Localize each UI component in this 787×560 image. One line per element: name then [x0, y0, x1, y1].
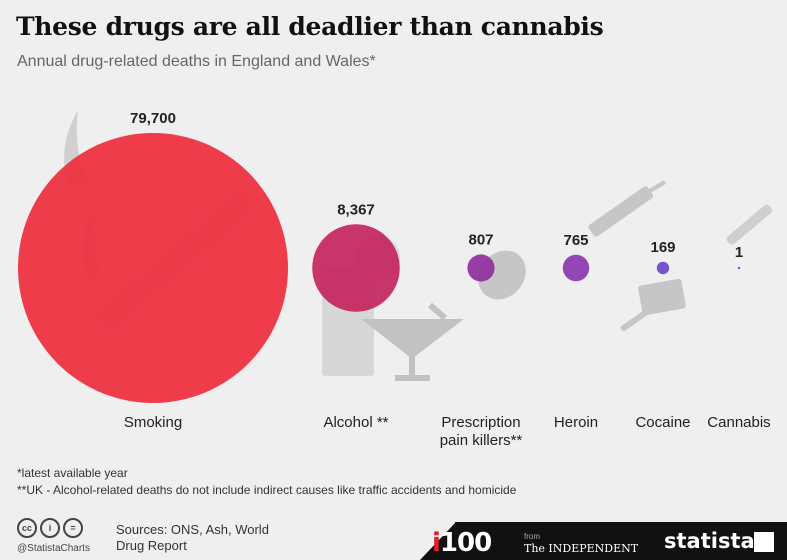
no-derivatives-icon: =	[63, 518, 83, 538]
bubble-smoking	[18, 133, 288, 403]
martini-glass-icon	[361, 302, 464, 381]
value-labels-group: 79,700 8,367 807 765 169 1	[130, 110, 743, 261]
razor-blade-icon	[620, 278, 686, 332]
bubble-prescription-pain-killers	[467, 254, 495, 282]
value-label-cannabis: 1	[735, 244, 743, 261]
footer: cc i = @StatistaCharts Sources: ONS, Ash…	[0, 512, 787, 560]
statista-logo: statista	[664, 529, 755, 553]
bubble-heroin	[562, 254, 590, 282]
statista-mark-icon	[754, 532, 774, 552]
attribution-icon: i	[40, 518, 60, 538]
footnotes: *latest available year **UK - Alcohol-re…	[17, 465, 516, 499]
bubble-chart: 79,700 8,367 807 765 169 1 Smoking Alcohol ** P…	[18, 110, 773, 449]
value-label-cocaine: 169	[650, 239, 675, 256]
license-icons: cc i =	[17, 518, 83, 538]
chart-title: These drugs are all deadlier than cannab…	[16, 12, 604, 41]
category-label-prescription-pain-killers-1: Prescription	[441, 414, 520, 431]
value-label-prescription-pain-killers: 807	[468, 231, 493, 248]
footer-band	[455, 522, 787, 560]
syringe-icon	[588, 180, 667, 237]
sources-text: Sources: ONS, Ash, World Drug Report	[116, 522, 269, 553]
cc-icon: cc	[17, 518, 37, 538]
bubble-alcohol	[312, 224, 400, 312]
value-label-smoking: 79,700	[130, 110, 176, 127]
i100-logo: i100	[432, 528, 492, 558]
bubble-cocaine	[656, 261, 670, 275]
from-label: from	[524, 532, 540, 541]
footnote-2: **UK - Alcohol-related deaths do not inc…	[17, 483, 517, 497]
value-label-heroin: 765	[563, 232, 588, 249]
category-label-smoking: Smoking	[124, 414, 182, 431]
category-label-alcohol: Alcohol **	[323, 414, 388, 431]
category-label-heroin: Heroin	[554, 414, 598, 431]
joint-icon	[726, 204, 773, 245]
category-label-cocaine: Cocaine	[635, 414, 690, 431]
independent-logo: The INDEPENDENT	[524, 542, 639, 555]
bubbles-group	[18, 133, 741, 403]
footer-band-wedge	[420, 522, 456, 560]
bubble-cannabis	[737, 266, 741, 270]
footnote-1: *latest available year	[17, 466, 128, 480]
chart-subtitle: Annual drug-related deaths in England an…	[17, 53, 376, 70]
category-label-prescription-pain-killers-2: pain killers**	[440, 432, 523, 449]
category-label-cannabis: Cannabis	[707, 414, 770, 431]
statista-handle: @StatistaCharts	[17, 543, 90, 554]
value-label-alcohol: 8,367	[337, 201, 375, 218]
